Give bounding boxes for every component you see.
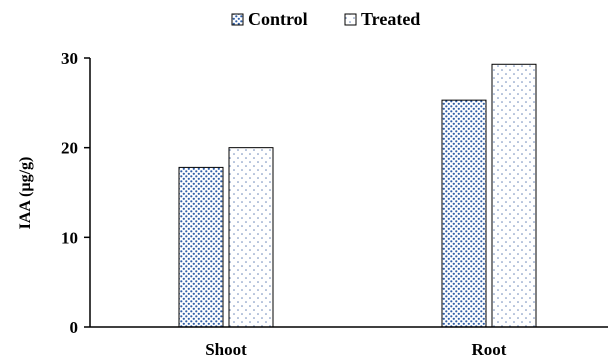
bars — [178, 63, 537, 328]
y-ticks: 0 10 20 30 — [61, 49, 90, 337]
bar-control-shoot — [178, 166, 224, 328]
y-axis-label: IAA (µg/g) — [17, 157, 34, 230]
y-tick-label: 0 — [70, 318, 79, 337]
legend-swatch-treated — [344, 13, 357, 26]
bar-control-root — [441, 99, 487, 328]
bar-treated-root — [491, 63, 537, 328]
category-labels: Shoot Root — [205, 340, 507, 359]
legend-swatch-control — [231, 13, 244, 26]
legend-label-control: Control — [248, 9, 308, 29]
bar-treated-shoot — [228, 147, 274, 328]
y-tick-label: 10 — [61, 228, 78, 247]
y-tick-label: 30 — [61, 49, 78, 68]
legend-label-treated: Treated — [361, 9, 420, 29]
category-label-root: Root — [472, 340, 507, 359]
category-label-shoot: Shoot — [205, 340, 247, 359]
legend: Control Treated — [231, 9, 420, 29]
y-tick-label: 20 — [61, 139, 78, 158]
